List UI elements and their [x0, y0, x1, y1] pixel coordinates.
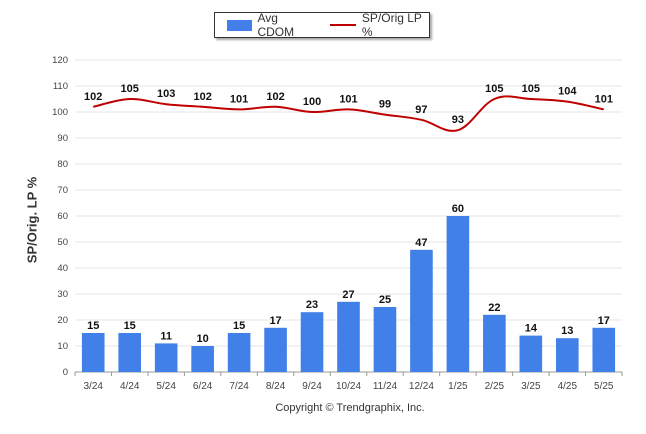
- x-tick-label: 7/24: [229, 381, 249, 392]
- legend-label-bar: Avg CDOM: [257, 11, 295, 39]
- legend-item-bar[interactable]: Avg CDOM: [227, 11, 312, 39]
- y-axis-title: SP/Orig. LP %: [24, 176, 40, 264]
- bar-data-label: 10: [197, 333, 209, 345]
- line-data-label: 103: [157, 88, 175, 100]
- x-tick-label: 12/24: [409, 381, 434, 392]
- bar[interactable]: [446, 216, 470, 372]
- legend-swatch-line: [330, 24, 356, 26]
- x-tick-label: 2/25: [485, 381, 505, 392]
- y-tick-label: 0: [63, 367, 68, 378]
- line-series: 102 105 103 102 101 102 100 101 99 97 93 105 105 104 1…: [84, 83, 613, 132]
- line-path: [93, 95, 604, 132]
- bar-data-label: 15: [87, 320, 99, 332]
- x-tick-label: 3/25: [521, 381, 541, 392]
- x-tick-label: 9/24: [302, 381, 322, 392]
- line-data-label: 102: [193, 91, 211, 103]
- bar-data-label: 13: [561, 325, 573, 337]
- x-tick-label: 6/24: [193, 381, 213, 392]
- x-axis: 3/24 4/24 5/24 6/24 7/24 8/24 9/24 10/24 11/24 12…: [74, 371, 623, 392]
- y-tick-label: 50: [57, 237, 68, 248]
- legend: Avg CDOM SP/Orig LP %: [214, 11, 430, 39]
- line-data-label: 105: [121, 83, 139, 95]
- bar[interactable]: [337, 301, 360, 372]
- bar[interactable]: [483, 314, 506, 372]
- x-tick-label: 11/24: [373, 381, 398, 392]
- y-tick-label: 110: [53, 81, 68, 92]
- legend-label-line: SP/Orig LP %: [361, 11, 422, 39]
- y-tick-label: 100: [52, 107, 68, 118]
- y-axis-title-wrap: SP/Orig. LP %: [4, 120, 60, 320]
- x-tick-label: 5/24: [156, 381, 176, 392]
- y-tick-label: 60: [57, 211, 68, 222]
- x-tick-label: 3/24: [83, 381, 103, 392]
- bar[interactable]: [555, 338, 579, 372]
- line-data-label: 102: [266, 91, 284, 103]
- x-tick-label: 10/24: [336, 381, 361, 392]
- bar[interactable]: [300, 312, 324, 372]
- bar[interactable]: [118, 333, 142, 372]
- bar-data-label: 22: [488, 302, 500, 314]
- line-data-label: 101: [230, 93, 248, 105]
- bar-data-label: 14: [525, 323, 538, 335]
- bar-data-label: 23: [306, 299, 318, 311]
- y-tick-label: 80: [57, 159, 68, 170]
- x-tick-label: 4/25: [558, 381, 578, 392]
- y-tick-label: 90: [57, 133, 68, 144]
- line-data-label: 104: [558, 86, 577, 98]
- line-data-label: 105: [485, 83, 503, 95]
- copyright: Copyright © Trendgraphix, Inc.: [275, 402, 425, 414]
- line-data-label: 100: [303, 96, 321, 108]
- bar[interactable]: [154, 343, 178, 372]
- bar[interactable]: [373, 307, 397, 372]
- bar-data-label: 11: [160, 330, 172, 342]
- line-data-label: 105: [522, 83, 540, 95]
- bar-data-label: 60: [452, 203, 464, 215]
- y-axis: 0 10 20 30 40 50 60 70 80 90 100 110 120: [52, 55, 68, 378]
- y-tick-label: 20: [57, 315, 68, 326]
- bar[interactable]: [592, 327, 616, 372]
- y-tick-label: 40: [57, 263, 68, 274]
- legend-item-line[interactable]: SP/Orig LP %: [330, 11, 429, 39]
- x-tick-label: 8/24: [266, 381, 286, 392]
- bar-data-label: 17: [269, 315, 281, 327]
- bar[interactable]: [410, 249, 433, 372]
- bar[interactable]: [264, 327, 287, 372]
- bar[interactable]: [519, 335, 543, 372]
- y-tick-label: 70: [57, 185, 68, 196]
- legend-swatch-bar: [227, 19, 253, 31]
- bar-data-label: 15: [124, 320, 136, 332]
- gridlines: [75, 59, 622, 373]
- line-data-label: 102: [84, 91, 102, 103]
- line-data-label: 101: [595, 93, 613, 105]
- line-data-label: 97: [415, 104, 427, 116]
- line-data-label: 101: [339, 93, 357, 105]
- bar[interactable]: [81, 333, 105, 372]
- y-tick-label: 30: [57, 289, 68, 300]
- x-tick-label: 5/25: [594, 381, 614, 392]
- bar-data-label: 17: [598, 315, 610, 327]
- y-tick-label: 10: [57, 341, 68, 352]
- line-data-label: 93: [452, 114, 464, 126]
- bar-data-label: 47: [415, 237, 427, 249]
- bar[interactable]: [191, 346, 214, 372]
- bar-data-label: 27: [342, 289, 354, 301]
- y-tick-label: 120: [52, 55, 68, 66]
- bar-data-label: 25: [379, 294, 391, 306]
- x-tick-label: 1/25: [448, 381, 468, 392]
- line-data-label: 99: [379, 99, 391, 111]
- bar[interactable]: [227, 333, 251, 372]
- bar-data-label: 15: [233, 320, 245, 332]
- bar-series: 15 15 11 10 15 17 23 27 25 47 60 22 14 13 17: [81, 203, 616, 372]
- x-tick-label: 4/24: [120, 381, 140, 392]
